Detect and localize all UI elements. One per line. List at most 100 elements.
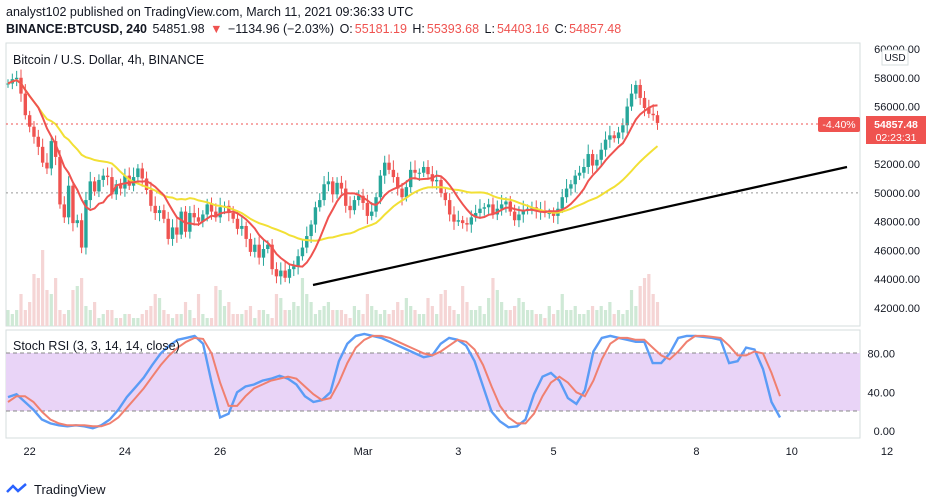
volume-bar (404, 298, 408, 326)
volume-bar (253, 318, 257, 326)
volume-bar (105, 310, 110, 326)
tradingview-logo[interactable]: TradingView (6, 482, 106, 497)
volume-bar (504, 310, 508, 326)
candle-body (261, 249, 266, 258)
volume-bar (370, 306, 374, 326)
volume-bar (45, 290, 49, 326)
candle-body (560, 197, 564, 209)
volume-bar (430, 306, 434, 326)
time-tick-label: 5 (551, 446, 557, 458)
volume-bar (426, 298, 430, 326)
candle-body (14, 77, 19, 80)
volume-bar (149, 306, 153, 326)
candle-body (383, 162, 387, 176)
candle-body (227, 205, 231, 214)
volume-bar (67, 310, 71, 326)
volume-bar (521, 302, 525, 326)
candle-body (40, 146, 45, 163)
volume-bar (344, 314, 348, 326)
candle-body (175, 227, 179, 235)
price-axis: 60000.0058000.0056000.0054000.0052000.00… (874, 44, 920, 315)
candle-body (378, 175, 383, 198)
volume-bar (634, 306, 638, 326)
candle-body (235, 218, 240, 229)
volume-bar (41, 250, 45, 326)
candle-body (45, 162, 49, 169)
volume-bar (655, 302, 660, 326)
time-tick-label: 22 (24, 446, 36, 458)
candle-body (625, 106, 629, 126)
volume-bar (88, 310, 92, 326)
volume-bar (612, 314, 616, 326)
candle-body (629, 93, 634, 107)
price-tag (866, 116, 926, 144)
candle-body (53, 141, 58, 157)
price-tick-label: 50000.00 (874, 188, 920, 200)
time-tick-label: 26 (214, 446, 226, 458)
volume-bar (530, 310, 534, 326)
volume-bar (534, 314, 538, 326)
candle-body (287, 269, 292, 278)
volume-bar (32, 274, 36, 326)
volume-bar (201, 314, 205, 326)
candle-body (66, 185, 71, 218)
volume-bar (287, 310, 292, 326)
candle-body (642, 97, 647, 108)
volume-bar (318, 310, 322, 326)
currency-button[interactable] (881, 49, 909, 66)
time-tick-label: 12 (881, 446, 893, 458)
candle-body (603, 139, 608, 150)
volume-bars (6, 250, 660, 326)
rsi-tick-label: 40.00 (867, 387, 895, 399)
volume-bar (309, 302, 313, 326)
volume-bar (257, 310, 261, 326)
low-label: L: (484, 22, 495, 36)
volume-bar (629, 290, 634, 326)
volume-bar (196, 294, 201, 326)
candle-body (19, 77, 23, 94)
time-tick-label: 8 (693, 446, 699, 458)
close-value: 54857.48 (569, 22, 622, 36)
candle-body (365, 202, 370, 216)
volume-bar (305, 294, 309, 326)
candle-body (248, 238, 253, 252)
volume-bar (482, 314, 486, 326)
candle-body (110, 177, 114, 195)
volume-bar (10, 314, 14, 326)
publish-line: analyst102 published on TradingView.com,… (6, 5, 414, 19)
volume-bar (569, 310, 573, 326)
volume-bar (192, 318, 196, 326)
candle-body (504, 201, 508, 205)
open-value: 55181.19 (354, 22, 407, 36)
candle-body (599, 149, 603, 160)
candle-body (101, 175, 105, 180)
volume-bar (157, 298, 162, 326)
volume-bar (603, 310, 608, 326)
time-axis: 22 24 26 Mar 3 5 8 10 12 (24, 446, 894, 458)
volume-bar (54, 278, 58, 326)
candle-body (413, 169, 417, 173)
candle-body (482, 207, 486, 209)
volume-bar (58, 310, 62, 326)
volume-bar (80, 278, 84, 326)
candle-body (508, 201, 512, 212)
volume-bar (49, 294, 53, 326)
candle-body (309, 224, 313, 237)
candle-body (404, 187, 409, 198)
rsi-title: Stoch RSI (3, 3, 14, 14, close) (13, 339, 180, 353)
volume-bar (551, 314, 556, 326)
candle-body (586, 154, 590, 167)
candle-body (274, 269, 279, 277)
candle-body (569, 184, 573, 189)
volume-bar (205, 318, 209, 326)
last-price: 54851.98 (152, 22, 205, 36)
candle-body (209, 204, 214, 212)
volume-bar (209, 318, 214, 326)
volume-bar (162, 310, 166, 326)
volume-bar (279, 298, 283, 326)
volume-bar (283, 310, 287, 326)
volume-bar (413, 310, 417, 326)
volume-bar (136, 318, 140, 326)
volume-bar (491, 278, 495, 326)
